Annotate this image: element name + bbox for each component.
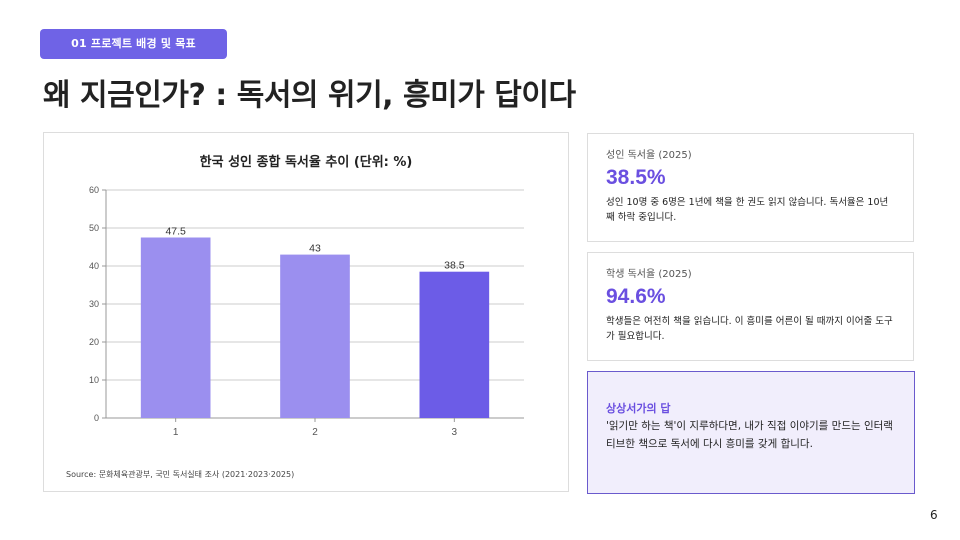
x-tick-label: 2	[312, 427, 318, 438]
y-tick-label: 0	[94, 413, 99, 423]
chart-card: 한국 성인 종합 독서율 추이 (단위: %) 0 10 20 30 40 50 60 47.…	[43, 132, 569, 492]
stat-description: 학생들은 여전히 책을 읽습니다. 이 흥미를 어른이 될 때까지 이어줄 도구…	[606, 316, 893, 342]
y-tick-label: 30	[89, 299, 99, 309]
stat-value: 38.5%	[606, 166, 666, 189]
stat-label: 학생 독서율 (2025)	[606, 269, 692, 280]
data-label: 43	[309, 243, 321, 255]
y-tick-label: 40	[89, 261, 99, 271]
answer-text: '읽기만 하는 책'이 지루하다면, 내가 직접 이야기를 만드는 인터랙티브한…	[606, 420, 893, 450]
y-tick-label: 60	[89, 185, 99, 195]
stat-description: 성인 10명 중 6명은 1년에 책을 한 권도 읽지 않습니다. 독서율은 1…	[606, 197, 889, 223]
stat-value: 94.6%	[606, 285, 666, 308]
y-tick-label: 50	[89, 223, 99, 233]
page-title: 왜 지금인가? : 독서의 위기, 흥미가 답이다	[43, 78, 576, 113]
answer-title: 상상서가의 답	[606, 402, 671, 415]
student-reading-rate-card: 학생 독서율 (2025) 94.6% 학생들은 여전히 책을 읽습니다. 이 …	[587, 252, 914, 361]
stat-label: 성인 독서율 (2025)	[606, 150, 692, 161]
x-tick-label: 1	[173, 427, 179, 438]
data-label: 38.5	[444, 260, 465, 272]
x-tick-label: 3	[452, 427, 458, 438]
answer-card: 상상서가의 답 '읽기만 하는 책'이 지루하다면, 내가 직접 이야기를 만드…	[587, 371, 915, 494]
bar	[280, 254, 350, 418]
y-tick-label: 20	[89, 337, 99, 347]
chart-source: Source: 문화체육관광부, 국민 독서실태 조사 (2021·2023·2…	[66, 470, 295, 479]
adult-reading-rate-card: 성인 독서율 (2025) 38.5% 성인 10명 중 6명은 1년에 책을 …	[587, 133, 914, 242]
bar	[140, 237, 211, 418]
bar	[419, 271, 490, 418]
y-tick-label: 10	[89, 375, 99, 385]
chart-title: 한국 성인 종합 독서율 추이 (단위: %)	[199, 155, 413, 170]
page-number: 6	[930, 508, 938, 522]
section-tag: 01 프로젝트 배경 및 목표	[40, 29, 227, 59]
data-label: 47.5	[165, 226, 186, 238]
bar-chart: 0 10 20 30 40 50 60 47.5 1 43 2 38.5 3	[89, 185, 524, 438]
